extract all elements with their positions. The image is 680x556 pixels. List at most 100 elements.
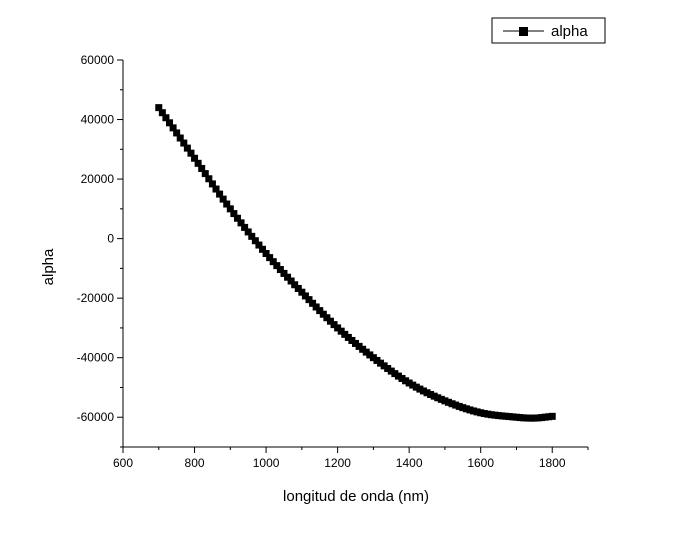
data-point [237, 219, 245, 227]
data-point [416, 385, 424, 393]
data-point [452, 401, 460, 409]
data-point [162, 114, 170, 122]
data-point [448, 400, 456, 408]
x-axis: 600 800 1000 1200 1400 1600 1800 [113, 447, 589, 470]
data-point [198, 164, 206, 172]
data-point [262, 250, 270, 257]
data-point [319, 310, 327, 318]
data-point [473, 408, 481, 416]
data-point [377, 359, 385, 367]
data-point [412, 383, 420, 391]
y-tick-label: -40000 [77, 351, 115, 365]
data-point [201, 170, 209, 178]
data-point [255, 241, 263, 249]
data-point [455, 402, 463, 410]
data-point [158, 109, 166, 117]
data-point [541, 413, 549, 421]
data-point [423, 389, 431, 397]
data-point [287, 277, 295, 285]
data-point [180, 139, 188, 147]
data-point [266, 254, 274, 262]
legend-marker [519, 27, 528, 36]
data-point [430, 392, 438, 400]
data-point [387, 367, 395, 375]
data-point [523, 414, 531, 422]
x-tick-label: 1400 [396, 456, 423, 470]
data-point [480, 410, 488, 418]
data-point [312, 303, 320, 311]
data-point [316, 307, 324, 315]
data-point [223, 200, 231, 208]
data-point [545, 413, 553, 421]
series-alpha [155, 104, 556, 422]
data-point [398, 374, 406, 382]
data-point [462, 405, 470, 413]
data-point [226, 205, 234, 213]
data-point [330, 321, 338, 329]
data-point [276, 266, 284, 274]
data-point [251, 237, 259, 245]
data-point [359, 345, 367, 353]
data-point [241, 223, 249, 231]
x-tick-label: 1600 [467, 456, 494, 470]
data-point [173, 129, 181, 137]
data-point [495, 412, 503, 420]
data-point [394, 372, 402, 380]
y-tick-label: 0 [107, 232, 114, 246]
data-point [470, 407, 478, 415]
x-tick-label: 800 [185, 456, 205, 470]
data-point [187, 149, 195, 157]
data-point [259, 245, 266, 253]
data-point [520, 414, 528, 422]
data-point [280, 269, 288, 277]
x-tick-label: 1000 [253, 456, 280, 470]
series-line [158, 107, 553, 419]
data-point [233, 214, 241, 222]
legend-label: alpha [551, 23, 588, 40]
data-point [305, 296, 313, 304]
data-point [212, 185, 220, 193]
data-point [348, 336, 356, 344]
data-point [527, 414, 535, 422]
data-point [205, 175, 213, 183]
y-axis: 60000 40000 20000 0 -20000 -40000 -60000 [77, 53, 123, 448]
data-point [369, 354, 377, 362]
data-point [248, 232, 256, 240]
data-point [466, 406, 474, 414]
data-point [445, 398, 452, 406]
data-point [208, 180, 216, 188]
data-point [216, 190, 224, 198]
data-point [269, 258, 277, 266]
data-point [487, 411, 495, 419]
data-point [155, 104, 163, 112]
data-point [326, 317, 334, 325]
data-point [301, 292, 309, 300]
data-point [355, 342, 363, 350]
data-point [373, 356, 381, 364]
data-point [419, 387, 427, 395]
data-point [230, 210, 238, 218]
data-point [484, 410, 492, 418]
data-point [402, 377, 410, 385]
data-point [169, 124, 177, 132]
data-point [219, 195, 227, 203]
data-point [534, 414, 542, 422]
data-point [441, 397, 449, 405]
data-point [491, 411, 499, 419]
data-point [427, 391, 435, 398]
y-tick-label: 40000 [81, 113, 115, 127]
data-point [309, 299, 317, 307]
data-point [459, 404, 467, 412]
data-point [505, 413, 513, 421]
data-point [298, 288, 306, 296]
data-point [434, 394, 442, 402]
data-point [362, 348, 370, 356]
data-point [183, 144, 191, 152]
data-point [294, 284, 302, 292]
axes [122, 60, 588, 448]
data-point [391, 370, 399, 378]
data-point [166, 119, 173, 127]
data-point [244, 228, 252, 236]
data-point [437, 395, 445, 403]
